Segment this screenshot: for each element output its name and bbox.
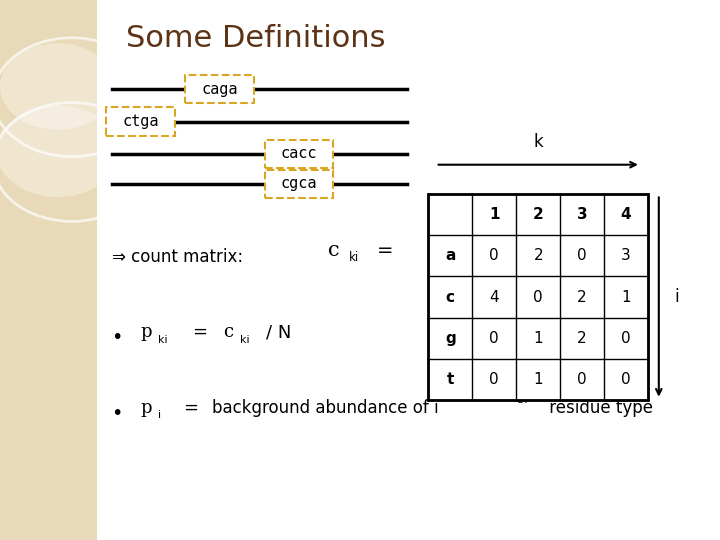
Text: c: c bbox=[223, 323, 233, 341]
Text: 0: 0 bbox=[621, 330, 631, 346]
Text: 0: 0 bbox=[621, 372, 631, 387]
Text: 3: 3 bbox=[577, 207, 588, 222]
Bar bbox=[428, 194, 648, 400]
Bar bbox=[265, 170, 333, 198]
Text: 1: 1 bbox=[621, 289, 631, 305]
Text: =: = bbox=[184, 399, 199, 417]
Text: c: c bbox=[446, 289, 455, 305]
Text: th: th bbox=[516, 395, 528, 405]
Bar bbox=[186, 75, 254, 103]
Text: c: c bbox=[328, 240, 339, 260]
Bar bbox=[0, 0, 97, 540]
Bar bbox=[265, 140, 333, 168]
Text: 2: 2 bbox=[534, 248, 543, 264]
Text: 4: 4 bbox=[621, 207, 631, 222]
Text: i: i bbox=[158, 410, 161, 420]
Text: 4: 4 bbox=[490, 289, 499, 305]
Text: k: k bbox=[534, 133, 543, 151]
Text: 0: 0 bbox=[490, 248, 499, 264]
Text: residue type: residue type bbox=[544, 399, 652, 417]
Text: 1: 1 bbox=[534, 372, 543, 387]
Circle shape bbox=[0, 43, 115, 130]
Text: / N: / N bbox=[266, 323, 292, 341]
Text: 1: 1 bbox=[534, 330, 543, 346]
Text: 3: 3 bbox=[621, 248, 631, 264]
Text: ⇒ count matrix:: ⇒ count matrix: bbox=[112, 247, 243, 266]
Text: cacc: cacc bbox=[281, 146, 317, 161]
Text: Some Definitions: Some Definitions bbox=[126, 24, 385, 53]
Text: background abundance of i: background abundance of i bbox=[212, 399, 439, 417]
Text: a: a bbox=[445, 248, 456, 264]
Text: p: p bbox=[140, 399, 152, 417]
Text: =: = bbox=[377, 240, 393, 260]
Text: caga: caga bbox=[202, 82, 238, 97]
Text: i: i bbox=[675, 288, 679, 306]
Text: g: g bbox=[445, 330, 456, 346]
Text: p: p bbox=[140, 323, 152, 341]
Text: 0: 0 bbox=[490, 372, 499, 387]
Text: ctga: ctga bbox=[122, 114, 158, 129]
Text: ki: ki bbox=[240, 335, 250, 345]
Text: ki: ki bbox=[158, 335, 167, 345]
Text: 0: 0 bbox=[577, 372, 587, 387]
Text: 2: 2 bbox=[577, 330, 587, 346]
Text: cgca: cgca bbox=[281, 176, 317, 191]
Text: •: • bbox=[112, 328, 123, 347]
Text: •: • bbox=[112, 403, 123, 423]
Text: t: t bbox=[446, 372, 454, 387]
Text: 1: 1 bbox=[489, 207, 500, 222]
Text: 0: 0 bbox=[490, 330, 499, 346]
Text: 0: 0 bbox=[577, 248, 587, 264]
Text: ki: ki bbox=[349, 251, 359, 264]
Text: 2: 2 bbox=[533, 207, 544, 222]
Text: =: = bbox=[192, 323, 207, 341]
Bar bbox=[107, 107, 175, 136]
Circle shape bbox=[0, 105, 119, 197]
Text: 2: 2 bbox=[577, 289, 587, 305]
Text: 0: 0 bbox=[534, 289, 543, 305]
